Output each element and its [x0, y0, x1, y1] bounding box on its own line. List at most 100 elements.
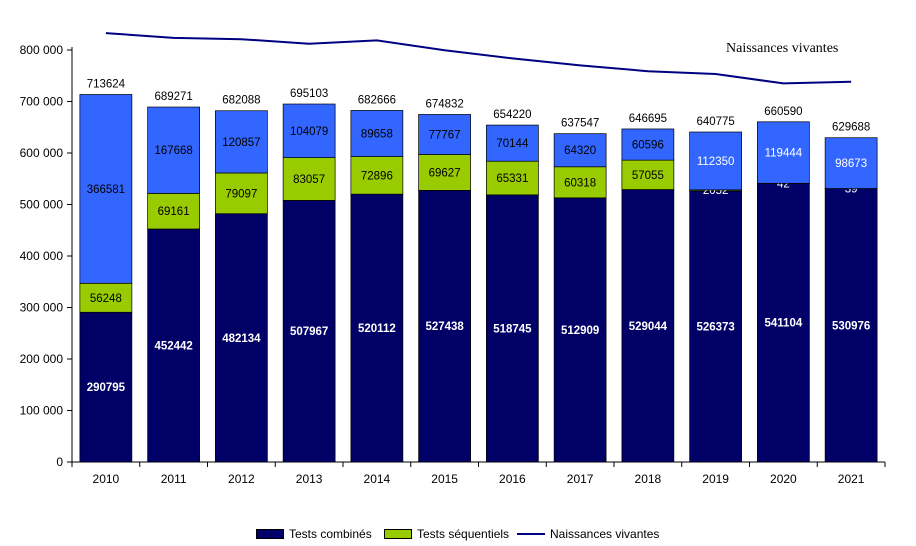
bar-label-other: 60596: [632, 140, 664, 152]
y-tick-label: 0: [56, 455, 63, 469]
x-tick-label: 2010: [93, 472, 120, 486]
legend-item-combined: Tests combinés: [256, 527, 372, 541]
bar-segment-combined: [757, 182, 810, 463]
bar-segment-combined: [553, 197, 607, 463]
bar-label-combined: 520112: [358, 323, 396, 335]
bar-segment-sequential: [621, 159, 675, 190]
bar-segment-combined: [486, 194, 539, 463]
bar-segment-combined: [350, 193, 404, 463]
x-tick-label: 2020: [770, 472, 797, 486]
bar-label-combined: 518745: [493, 323, 532, 335]
bar-label-other: 64320: [564, 145, 596, 157]
y-tick-label: 500 000: [20, 198, 64, 212]
x-tick-label: 2014: [364, 472, 391, 486]
bar-series: 290795 56248 366581 713624 452442 69161 167668…: [79, 78, 878, 463]
y-tick-label: 800 000: [20, 43, 64, 57]
legend-label-combined: Tests combinés: [289, 527, 372, 541]
x-tick-label: 2012: [228, 472, 255, 486]
y-tick-label: 400 000: [20, 249, 64, 263]
bar-label-sequential: 60318: [564, 177, 596, 189]
bar-segment-other: [486, 124, 539, 162]
bar-label-other: 89658: [361, 129, 393, 141]
bar-total-label: 629688: [832, 122, 870, 134]
bar-label-combined: 290795: [87, 382, 126, 394]
bar-label-sequential: 65331: [496, 173, 528, 185]
x-tick-label: 2018: [635, 472, 662, 486]
y-tick-label: 700 000: [20, 95, 64, 109]
bar-segment-combined: [79, 311, 133, 463]
bar-total-label: 682666: [358, 94, 396, 106]
y-tick-label: 100 000: [20, 404, 64, 418]
bar-label-combined: 530976: [832, 320, 870, 332]
births-line: [105, 32, 852, 85]
bar-segment-combined: [824, 188, 878, 463]
bar-label-combined: 529044: [629, 321, 668, 333]
bar-label-combined: 452442: [154, 340, 192, 352]
legend-swatch-combined: [256, 529, 284, 539]
bar-segment-combined: [147, 228, 200, 463]
bar-total-label: 689271: [154, 91, 192, 103]
bar-segment-other: [215, 110, 268, 174]
bar-label-combined: 527438: [425, 321, 464, 333]
bar-segment-combined: [418, 190, 471, 463]
legend-item-sequential: Tests séquentiels: [384, 527, 509, 541]
bar-total-label: 646695: [629, 113, 667, 125]
x-tick-label: 2019: [702, 472, 729, 486]
bar-segment-sequential: [79, 282, 133, 313]
bar-segment-other: [282, 103, 336, 158]
y-tick-label: 600 000: [20, 146, 64, 160]
bar-segment-other: [147, 106, 200, 194]
bar-segment-other: [553, 133, 607, 168]
x-tick-label: 2011: [161, 472, 187, 486]
bar-segment-other: [418, 114, 471, 155]
bar-segment-sequential: [215, 172, 268, 215]
bar-segment-sequential: [418, 154, 471, 191]
bar-label-combined: 512909: [561, 325, 599, 337]
x-tick-label: 2021: [838, 472, 865, 486]
y-tick-label: 200 000: [20, 352, 64, 366]
bar-label-sequential: 72896: [361, 170, 393, 182]
bar-segment-combined: [282, 200, 336, 463]
bar-total-label: 682088: [222, 95, 260, 107]
bar-label-other: 70144: [496, 138, 529, 150]
bar-label-other: 112350: [697, 156, 735, 168]
bar-segment-sequential: [147, 193, 200, 230]
bar-total-label: 674832: [425, 98, 463, 110]
bar-label-combined: 541104: [765, 318, 803, 330]
x-axis: 2010 2011 2012 2013 2014 2015 2016 2017 2018 2019…: [71, 461, 886, 486]
bar-label-sequential: 83057: [293, 174, 325, 186]
bar-total-label: 695103: [290, 88, 328, 100]
y-tick-label: 300 000: [20, 301, 64, 315]
bar-label-other: 120857: [222, 137, 260, 149]
legend-label-sequential: Tests séquentiels: [417, 527, 510, 541]
bar-segment-other: [824, 137, 878, 189]
line-series: [105, 32, 852, 85]
bar-label-combined: 507967: [290, 326, 328, 338]
bar-segment-other: [79, 94, 133, 284]
bar-label-combined: 526373: [696, 321, 734, 333]
bar-label-sequential: 79097: [225, 188, 257, 200]
bar-label-other: 98673: [835, 158, 867, 170]
x-tick-label: 2017: [567, 472, 594, 486]
legend: Tests combinés Tests séquentiels Naissan…: [0, 527, 916, 545]
bar-label-sequential: 69161: [158, 206, 190, 218]
bar-label-other: 104079: [290, 126, 328, 138]
legend-label-births: Naissances vivantes: [550, 527, 660, 541]
bar-label-other: 366581: [87, 184, 125, 196]
bar-total-label: 713624: [87, 78, 126, 90]
legend-item-births: Naissances vivantes: [517, 527, 659, 541]
bar-total-label: 654220: [493, 109, 531, 121]
bar-label-other: 119444: [765, 148, 803, 160]
bar-segment-combined: [689, 190, 742, 463]
bar-total-label: 660590: [764, 106, 802, 118]
bar-segment-combined: [621, 189, 675, 463]
bar-segment-sequential: [486, 160, 539, 196]
bar-label-sequential: 57055: [632, 170, 664, 182]
bar-label-combined: 482134: [222, 333, 261, 345]
bar-total-label: 637547: [561, 118, 599, 130]
line-annotation: Naissances vivantes: [726, 41, 838, 56]
bar-segment-other: [621, 128, 675, 161]
x-tick-label: 2013: [296, 472, 323, 486]
bar-label-sequential: 56248: [90, 293, 122, 305]
